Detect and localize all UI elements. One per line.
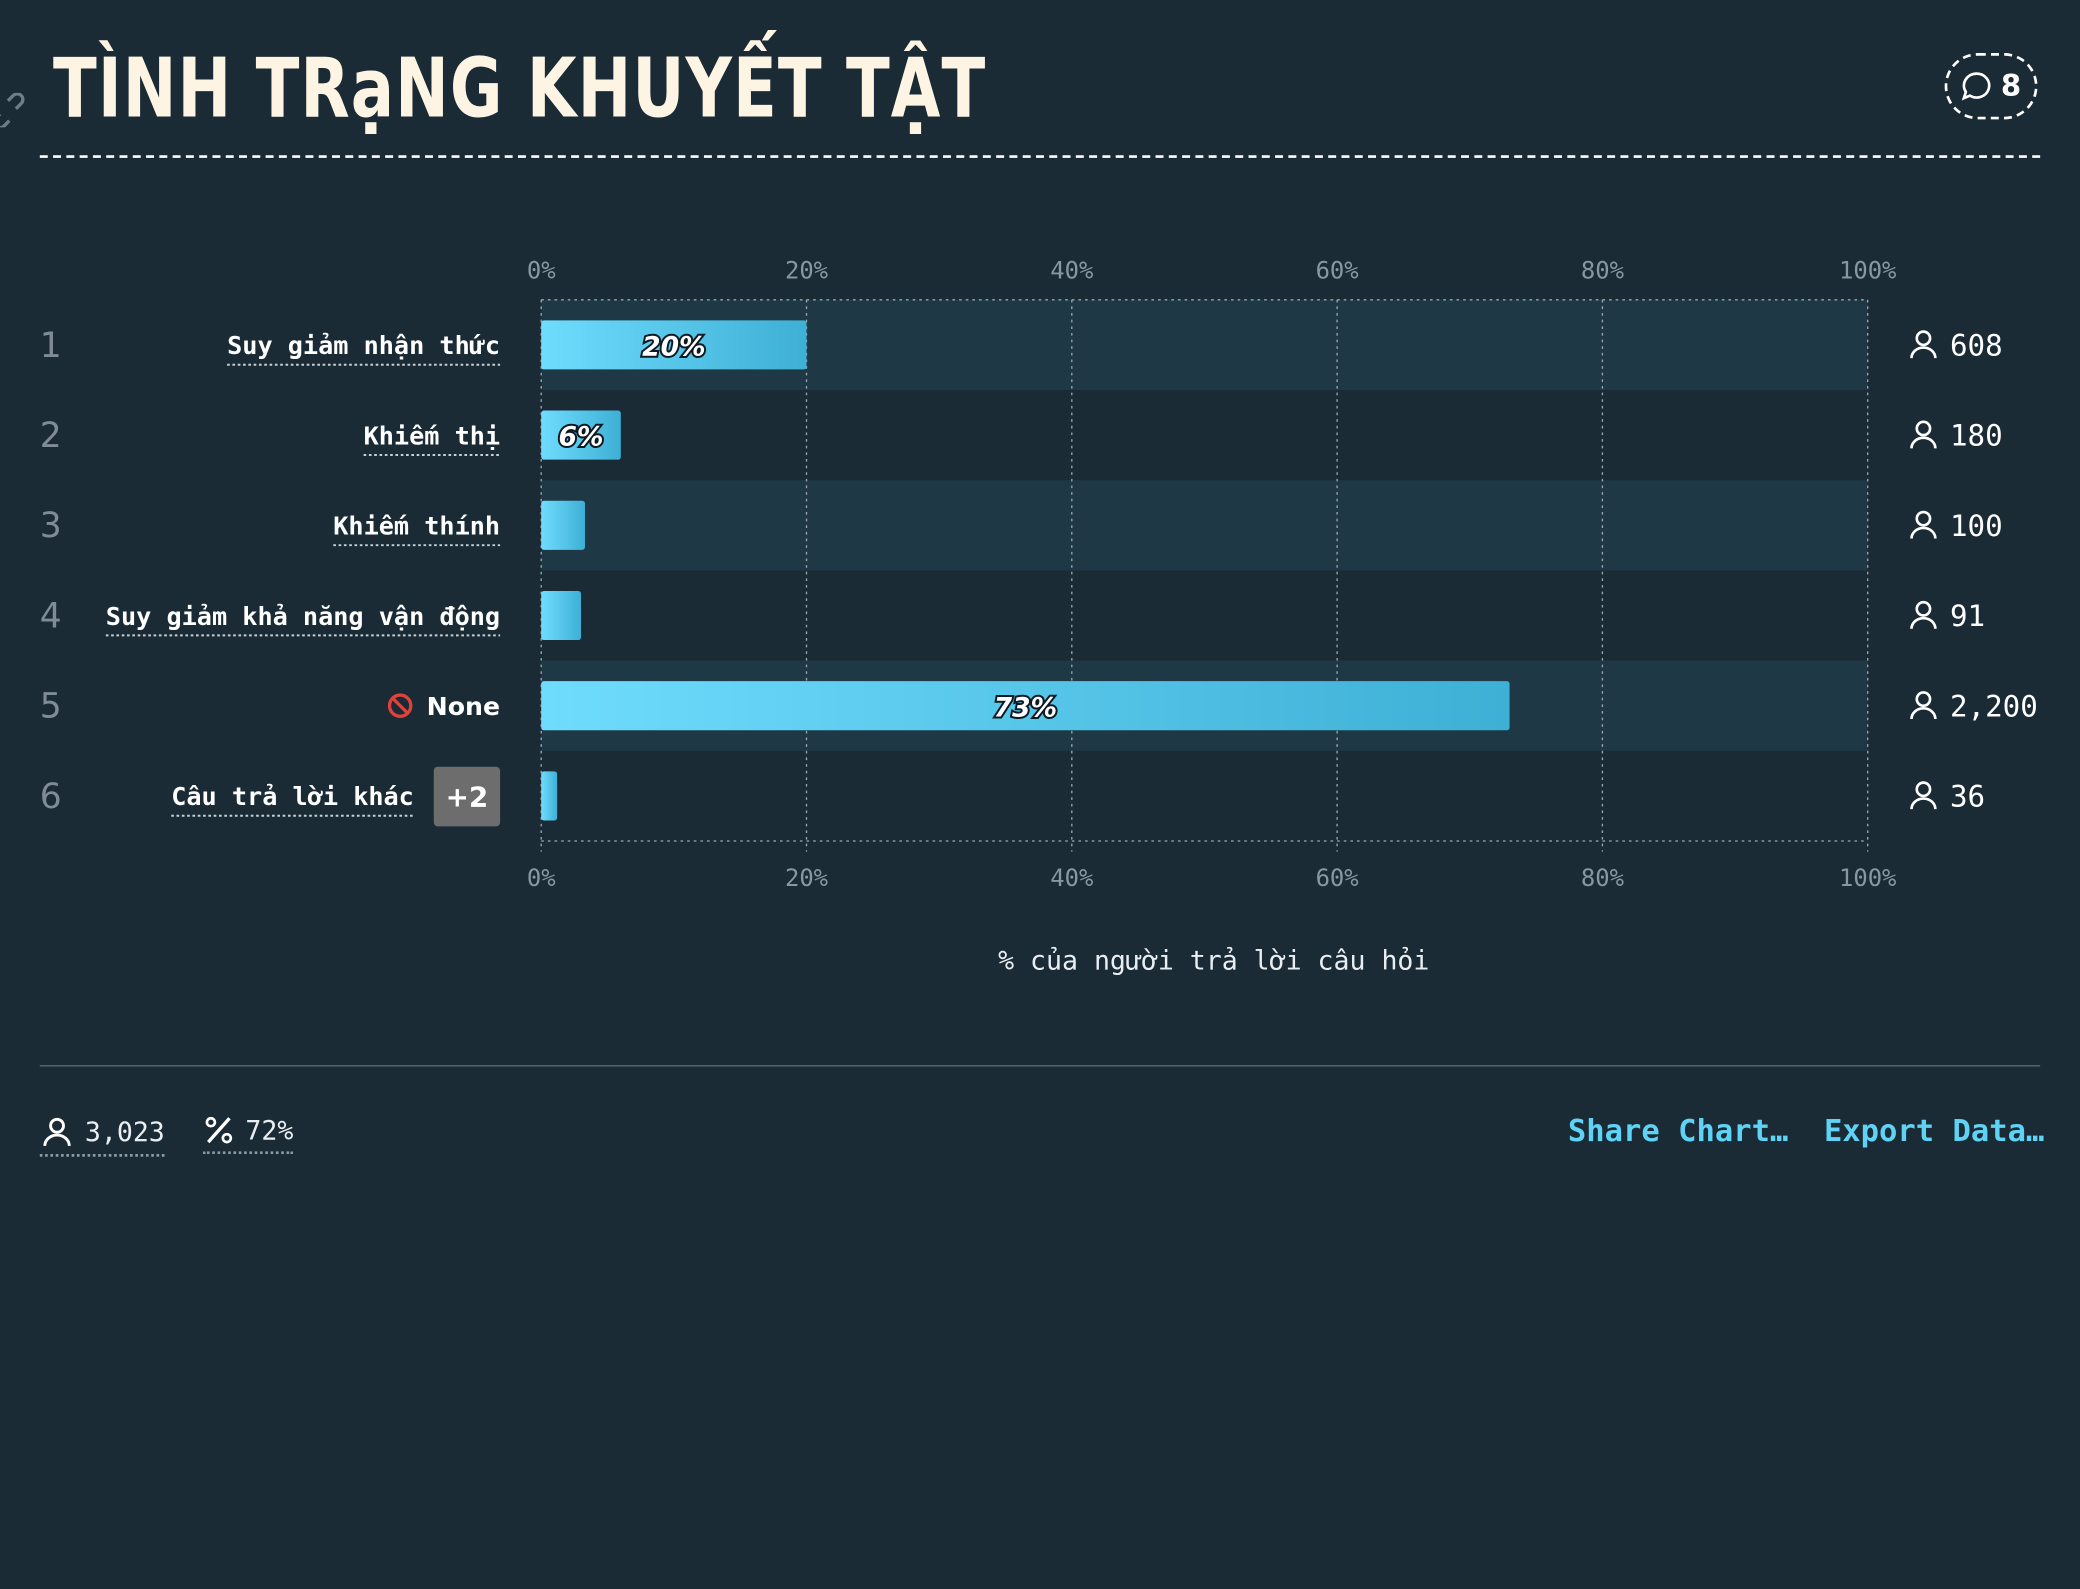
bar[interactable] bbox=[541, 590, 582, 641]
category-label[interactable]: Khiếm thính bbox=[333, 512, 500, 541]
percent-icon bbox=[205, 1116, 233, 1144]
prohibited-circle bbox=[387, 693, 413, 718]
person-head bbox=[1915, 691, 1932, 708]
person-icon bbox=[1910, 510, 1937, 539]
person-body bbox=[1910, 436, 1937, 449]
x-tick-label-top: 20% bbox=[785, 257, 828, 285]
x-tick-label-top: 80% bbox=[1581, 257, 1624, 285]
bar[interactable] bbox=[541, 320, 807, 370]
respondent-count: 2,200 bbox=[1950, 689, 2038, 723]
comments-button[interactable]: 8 bbox=[1944, 53, 2038, 120]
category-label[interactable]: Câu trả lời khác bbox=[171, 782, 414, 811]
x-tick-label-top: 60% bbox=[1316, 257, 1359, 285]
person-icon bbox=[1910, 781, 1937, 810]
person-body bbox=[1910, 707, 1937, 720]
respondents-stat[interactable]: 3,023 bbox=[39, 1114, 165, 1157]
footer-divider bbox=[39, 1065, 2041, 1067]
rank-number: 5 bbox=[40, 687, 62, 727]
page-title: TÌNH TRạNG KHUYẾT TẬT bbox=[53, 39, 987, 137]
person-head bbox=[1915, 330, 1932, 347]
x-tick-label-top: 0% bbox=[527, 257, 556, 285]
person-head bbox=[1915, 600, 1932, 617]
rank-number: 3 bbox=[40, 506, 62, 546]
respondent-count: 36 bbox=[1950, 780, 1985, 814]
badge-text: +2 bbox=[446, 781, 489, 814]
x-tick-label-bottom: 40% bbox=[1050, 864, 1093, 892]
person-body bbox=[1910, 616, 1937, 629]
person-icon bbox=[1910, 600, 1937, 629]
prohibited-slash bbox=[391, 697, 409, 715]
x-tick-label-bottom: 60% bbox=[1316, 864, 1359, 892]
category-label[interactable]: Suy giảm nhận thức bbox=[227, 331, 500, 360]
respondent-count: 100 bbox=[1950, 509, 2003, 543]
rank-number: 4 bbox=[40, 596, 62, 636]
person-icon bbox=[1910, 420, 1937, 449]
respondents-count: 3,023 bbox=[84, 1115, 165, 1148]
bar[interactable] bbox=[541, 771, 558, 821]
badge-background bbox=[433, 766, 501, 827]
person-head bbox=[1915, 510, 1932, 527]
person-icon bbox=[1910, 330, 1937, 359]
bar[interactable] bbox=[541, 500, 585, 550]
bar-value-label: 6% bbox=[558, 422, 603, 453]
rank-number: 2 bbox=[40, 416, 62, 456]
export-data-link[interactable]: Export Data… bbox=[1823, 1114, 2045, 1149]
rank-number: 1 bbox=[40, 326, 62, 366]
prohibited-icon bbox=[387, 693, 413, 718]
x-tick-label-bottom: 100% bbox=[1839, 864, 1896, 892]
x-tick-label-bottom: 20% bbox=[785, 864, 828, 892]
category-label[interactable]: Khiếm thị bbox=[364, 421, 500, 450]
respondent-count: 608 bbox=[1950, 329, 2003, 363]
x-tick-label-top: 100% bbox=[1839, 257, 1896, 285]
person-body bbox=[1910, 346, 1937, 359]
respondent-count: 180 bbox=[1950, 419, 2003, 453]
row-band bbox=[541, 480, 1868, 571]
link-icon[interactable] bbox=[0, 92, 27, 128]
rank-number: 6 bbox=[40, 777, 62, 817]
bar-value-label: 73% bbox=[994, 692, 1057, 723]
respondent-count: 91 bbox=[1950, 599, 1985, 633]
title-divider bbox=[39, 155, 2041, 158]
x-tick-label-bottom: 0% bbox=[527, 864, 556, 892]
percent-value: 72% bbox=[245, 1114, 294, 1147]
bar[interactable] bbox=[541, 681, 1510, 731]
category-label[interactable]: Suy giảm khả năng vận động bbox=[106, 602, 500, 631]
person-head bbox=[1915, 420, 1932, 437]
category-label[interactable]: None bbox=[427, 692, 500, 721]
more-answers-badge[interactable]: +2 bbox=[433, 766, 501, 827]
bar-chart: 0% 0% 20% 20% 40% 40% 60% 60% 80% 80% 100% 100% 1 Suy… bbox=[40, 257, 2038, 893]
comment-icon bbox=[1962, 72, 1991, 101]
share-chart-link[interactable]: Share Chart… bbox=[1567, 1114, 1789, 1149]
bar[interactable] bbox=[541, 410, 621, 460]
person-body bbox=[1910, 526, 1937, 539]
person-icon bbox=[1910, 691, 1937, 720]
x-axis-label: % của người trả lời câu hỏi bbox=[998, 944, 1430, 977]
person-head bbox=[1915, 781, 1932, 798]
x-tick-label-top: 40% bbox=[1050, 257, 1093, 285]
percent-stat[interactable]: 72% bbox=[202, 1114, 294, 1155]
bar-value-label: 20% bbox=[642, 332, 705, 363]
x-tick-label-bottom: 80% bbox=[1581, 864, 1624, 892]
person-icon bbox=[43, 1117, 71, 1147]
comment-count: 8 bbox=[2000, 69, 2022, 103]
person-body bbox=[1910, 797, 1937, 810]
